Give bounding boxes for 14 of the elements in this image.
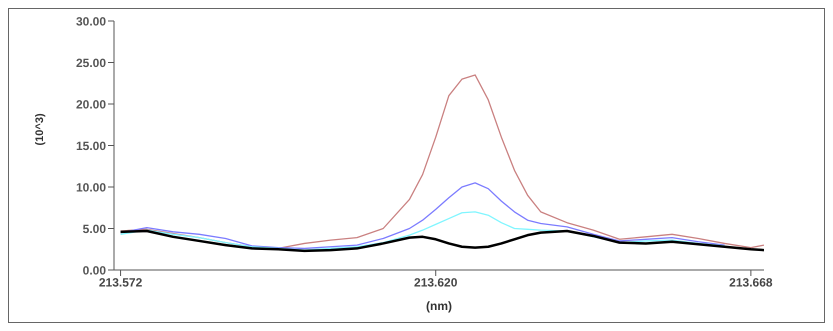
y-tick-label: 20.00 xyxy=(76,97,106,112)
line-series xyxy=(119,230,764,252)
y-tick-label: 5.00 xyxy=(82,222,106,236)
y-tick-label: 30.00 xyxy=(76,14,106,28)
x-tick-label: 213.572 xyxy=(98,276,143,290)
y-tick-label: 25.00 xyxy=(76,56,106,70)
x-tick-label: 213.620 xyxy=(414,276,458,290)
y-tick-label: 10.00 xyxy=(76,180,106,194)
line-series xyxy=(120,182,726,250)
y-tick-label: 15.00 xyxy=(76,138,106,153)
y-tick-label: 0.00 xyxy=(82,263,106,278)
y-axis-title: (10^3) xyxy=(34,113,46,146)
x-axis-title: (nm) xyxy=(426,299,452,313)
x-tick-label: 213.668 xyxy=(729,276,773,290)
